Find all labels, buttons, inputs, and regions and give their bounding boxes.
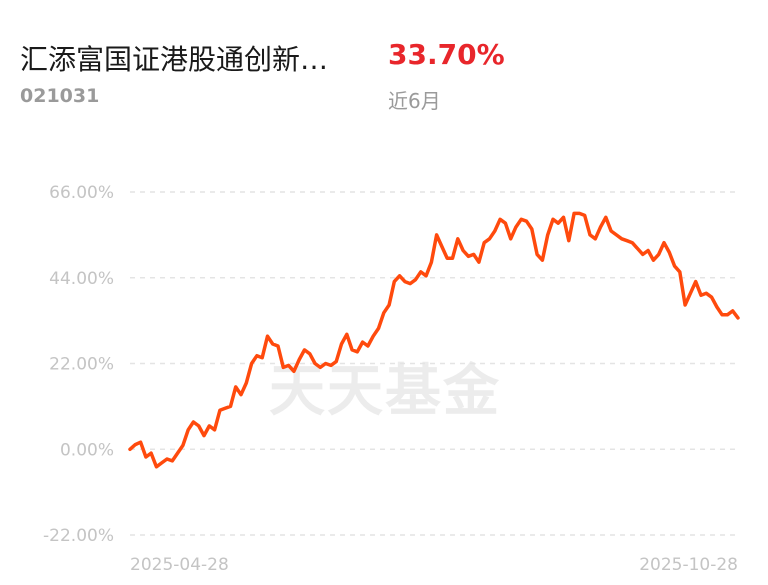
grid-layer [130,191,738,536]
y-tick-label: 44.00% [49,269,114,289]
x-tick-label: 2025-04-28 [130,555,229,575]
y-tick-label: 0.00% [60,440,114,460]
x-axis-ticks: 2025-04-28 2025-10-28 [130,555,738,575]
fund-code: 021031 [20,85,100,107]
fund-name: 汇添富国证港股通创新… [20,43,329,76]
x-tick-label: 2025-10-28 [639,555,738,575]
fund-return-value: 33.70% [388,38,505,71]
y-tick-label: 66.00% [49,183,114,203]
return-series-line [128,211,740,469]
y-axis-ticks: 66.00% 44.00% 22.00% 0.00% -22.00% [43,183,114,546]
watermark-text: 天天基金 [269,359,501,424]
y-tick-label: 22.00% [49,355,114,375]
y-tick-label: -22.00% [43,526,114,546]
fund-period: 近6月 [388,89,441,113]
